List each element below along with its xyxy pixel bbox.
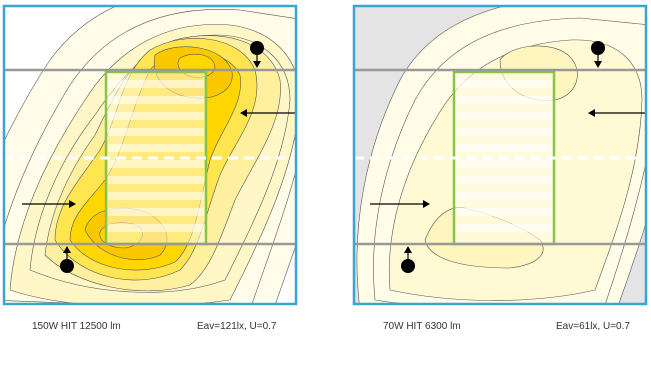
aiming-arrow-icon [588, 109, 646, 117]
illuminance-result-label: Eav=121lx, U=0.7 [197, 321, 277, 332]
plan-frame [352, 4, 648, 306]
illuminance-result-label: Eav=61lx, U=0.7 [556, 321, 630, 332]
aiming-arrow-icon [370, 200, 430, 208]
luminaire-pole-icon [60, 246, 74, 273]
aiming-arrow-icon [240, 109, 296, 117]
illuminance-plan-right [352, 4, 648, 306]
lamp-spec-label: 70W HIT 6300 lm [383, 321, 461, 332]
lamp-spec-label: 150W HIT 12500 lm [32, 321, 121, 332]
luminaire-pole-icon [591, 41, 605, 68]
luminaire-pole-icon [401, 246, 415, 273]
plan-frame [2, 4, 298, 306]
aiming-arrow-icon [22, 200, 76, 208]
illuminance-plan-left [2, 4, 298, 306]
luminaire-pole-icon [250, 41, 264, 68]
